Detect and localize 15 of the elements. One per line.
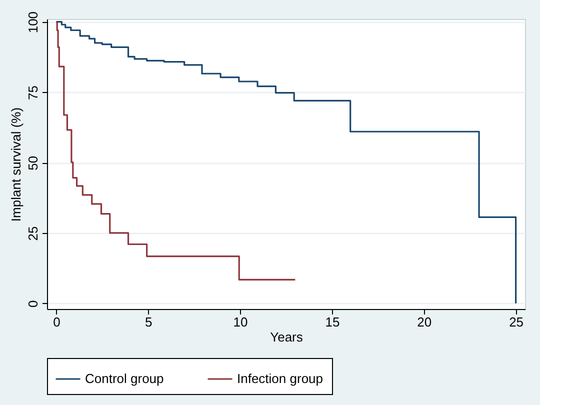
x-tick-label: 25 bbox=[509, 314, 524, 330]
x-axis-title: Years bbox=[270, 330, 304, 344]
y-tick-label: 50 bbox=[26, 156, 40, 170]
x-tick-label: 5 bbox=[145, 314, 152, 330]
x-tick-label: 10 bbox=[233, 314, 248, 330]
x-tick-label: 15 bbox=[325, 314, 340, 330]
y-axis-title: Implant survival (%) bbox=[8, 107, 24, 222]
y-tick-label: 75 bbox=[26, 85, 40, 100]
x-tick-label: 0 bbox=[53, 314, 60, 330]
y-tick-label: 25 bbox=[26, 226, 40, 241]
x-tick-label: 20 bbox=[417, 314, 432, 330]
y-tick-label: 100 bbox=[26, 11, 40, 34]
legend-label: Control group bbox=[85, 371, 164, 386]
legend-label: Infection group bbox=[237, 371, 324, 386]
y-tick-label: 0 bbox=[26, 300, 40, 308]
